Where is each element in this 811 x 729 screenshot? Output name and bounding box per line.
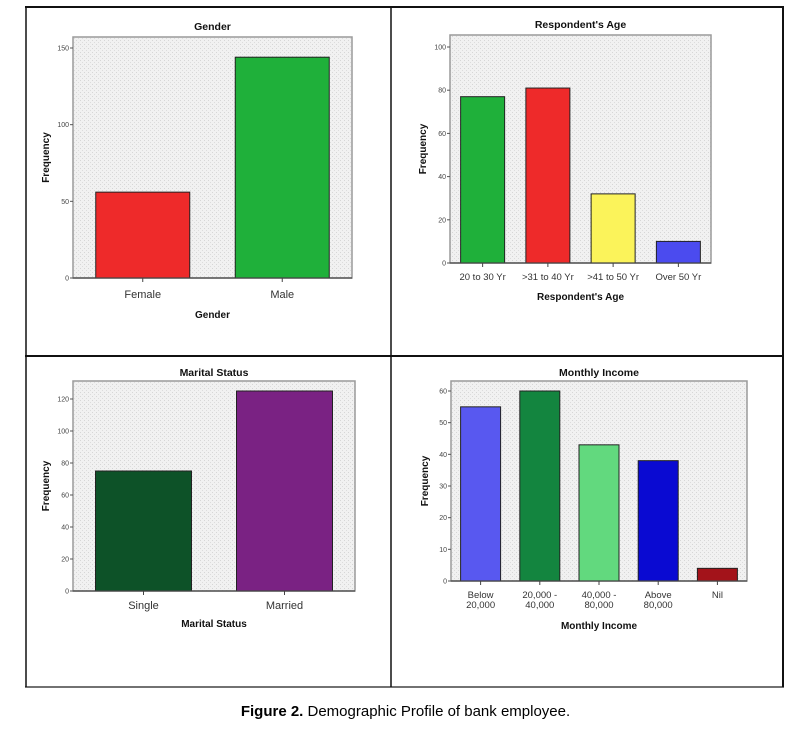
y-tick-label: 80 xyxy=(438,88,446,95)
y-tick-label: 60 xyxy=(439,389,447,396)
y-tick-label: 40 xyxy=(438,174,446,181)
bar-1 xyxy=(519,390,561,582)
chart-gender: Gender Frequency 0 50 100 150 Female Male Gender xyxy=(41,21,353,321)
x-tick-label: >31 to 40 Yr xyxy=(522,272,574,283)
y-tick-label: 0 xyxy=(442,261,446,268)
y-tick-label: 80 xyxy=(61,461,69,468)
y-tick-label: 20 xyxy=(439,515,447,522)
x-tick-label: 40,000 -80,000 xyxy=(582,590,617,611)
x-tick-label: 20,000 -40,000 xyxy=(522,590,557,611)
y-tick-label: 10 xyxy=(439,547,447,554)
bar-0 xyxy=(95,191,191,279)
y-tick-label: 0 xyxy=(443,579,447,586)
y-tick-label: 0 xyxy=(65,276,69,283)
y-axis-label: Frequency xyxy=(420,455,431,506)
chart-title: Gender xyxy=(194,21,231,33)
y-tick-label: 50 xyxy=(61,199,69,206)
chart-monthly-income: Monthly Income Frequency 0 10 20 30 40 50 60 Belo… xyxy=(420,367,748,632)
x-tick-label: Male xyxy=(270,289,294,301)
x-tick-label: Female xyxy=(124,289,161,301)
y-tick-label: 100 xyxy=(57,122,69,129)
chart-title: Marital Status xyxy=(180,367,249,379)
bar-0 xyxy=(95,470,192,592)
x-tick-label: Nil xyxy=(712,590,723,601)
bar-1 xyxy=(234,56,330,279)
y-tick-label: 60 xyxy=(61,493,69,500)
x-axis-label: Monthly Income xyxy=(561,621,638,632)
x-axis-label: Gender xyxy=(195,310,230,321)
y-tick-label: 20 xyxy=(61,557,69,564)
chart-title: Respondent's Age xyxy=(535,19,627,31)
y-tick-label: 60 xyxy=(438,131,446,138)
y-tick-label: 40 xyxy=(439,452,447,459)
figure-caption: Figure 2. Demographic Profile of bank em… xyxy=(0,703,811,720)
y-tick-label: 150 xyxy=(57,46,69,53)
y-tick-label: 20 xyxy=(438,217,446,224)
bar-2 xyxy=(578,444,620,582)
y-axis-label: Frequency xyxy=(418,123,429,174)
y-tick-label: 30 xyxy=(439,484,447,491)
y-tick-label: 100 xyxy=(57,429,69,436)
y-tick-label: 0 xyxy=(65,589,69,596)
x-axis-label: Marital Status xyxy=(181,619,247,630)
y-tick-label: 100 xyxy=(434,45,446,52)
bar-3 xyxy=(637,460,679,582)
chart-title: Monthly Income xyxy=(559,367,639,379)
x-tick-label: 20 to 30 Yr xyxy=(459,272,505,283)
y-tick-label: 120 xyxy=(57,397,69,404)
x-tick-label: Single xyxy=(128,600,159,612)
y-axis-label: Frequency xyxy=(41,132,52,183)
bar-2 xyxy=(590,193,636,264)
bar-0 xyxy=(460,406,502,582)
caption-label: Figure 2. xyxy=(240,703,304,720)
y-tick-label: 40 xyxy=(61,525,69,532)
x-axis-label: Respondent's Age xyxy=(537,292,624,303)
y-tick-label: 50 xyxy=(439,420,447,427)
x-tick-label: Over 50 Yr xyxy=(655,272,701,283)
caption-text: Demographic Profile of bank employee. xyxy=(303,703,571,720)
y-axis-label: Frequency xyxy=(41,460,52,511)
bar-3 xyxy=(655,240,701,264)
bar-1 xyxy=(236,390,333,592)
x-tick-label: Below 20,000 xyxy=(466,590,495,611)
chart-respondent-s-age: Respondent's Age Frequency 0 20 40 60 80 100 20 … xyxy=(418,19,712,303)
chart-marital-status: Marital Status Frequency 0 20 40 60 80 100 120 Si… xyxy=(41,367,356,630)
x-tick-label: Married xyxy=(266,600,303,612)
bar-0 xyxy=(460,96,506,264)
x-tick-label: >41 to 50 Yr xyxy=(587,272,639,283)
table-grid xyxy=(25,6,784,688)
bar-1 xyxy=(525,87,571,264)
x-tick-label: Above 80,000 xyxy=(644,590,673,611)
bar-4 xyxy=(696,567,738,582)
